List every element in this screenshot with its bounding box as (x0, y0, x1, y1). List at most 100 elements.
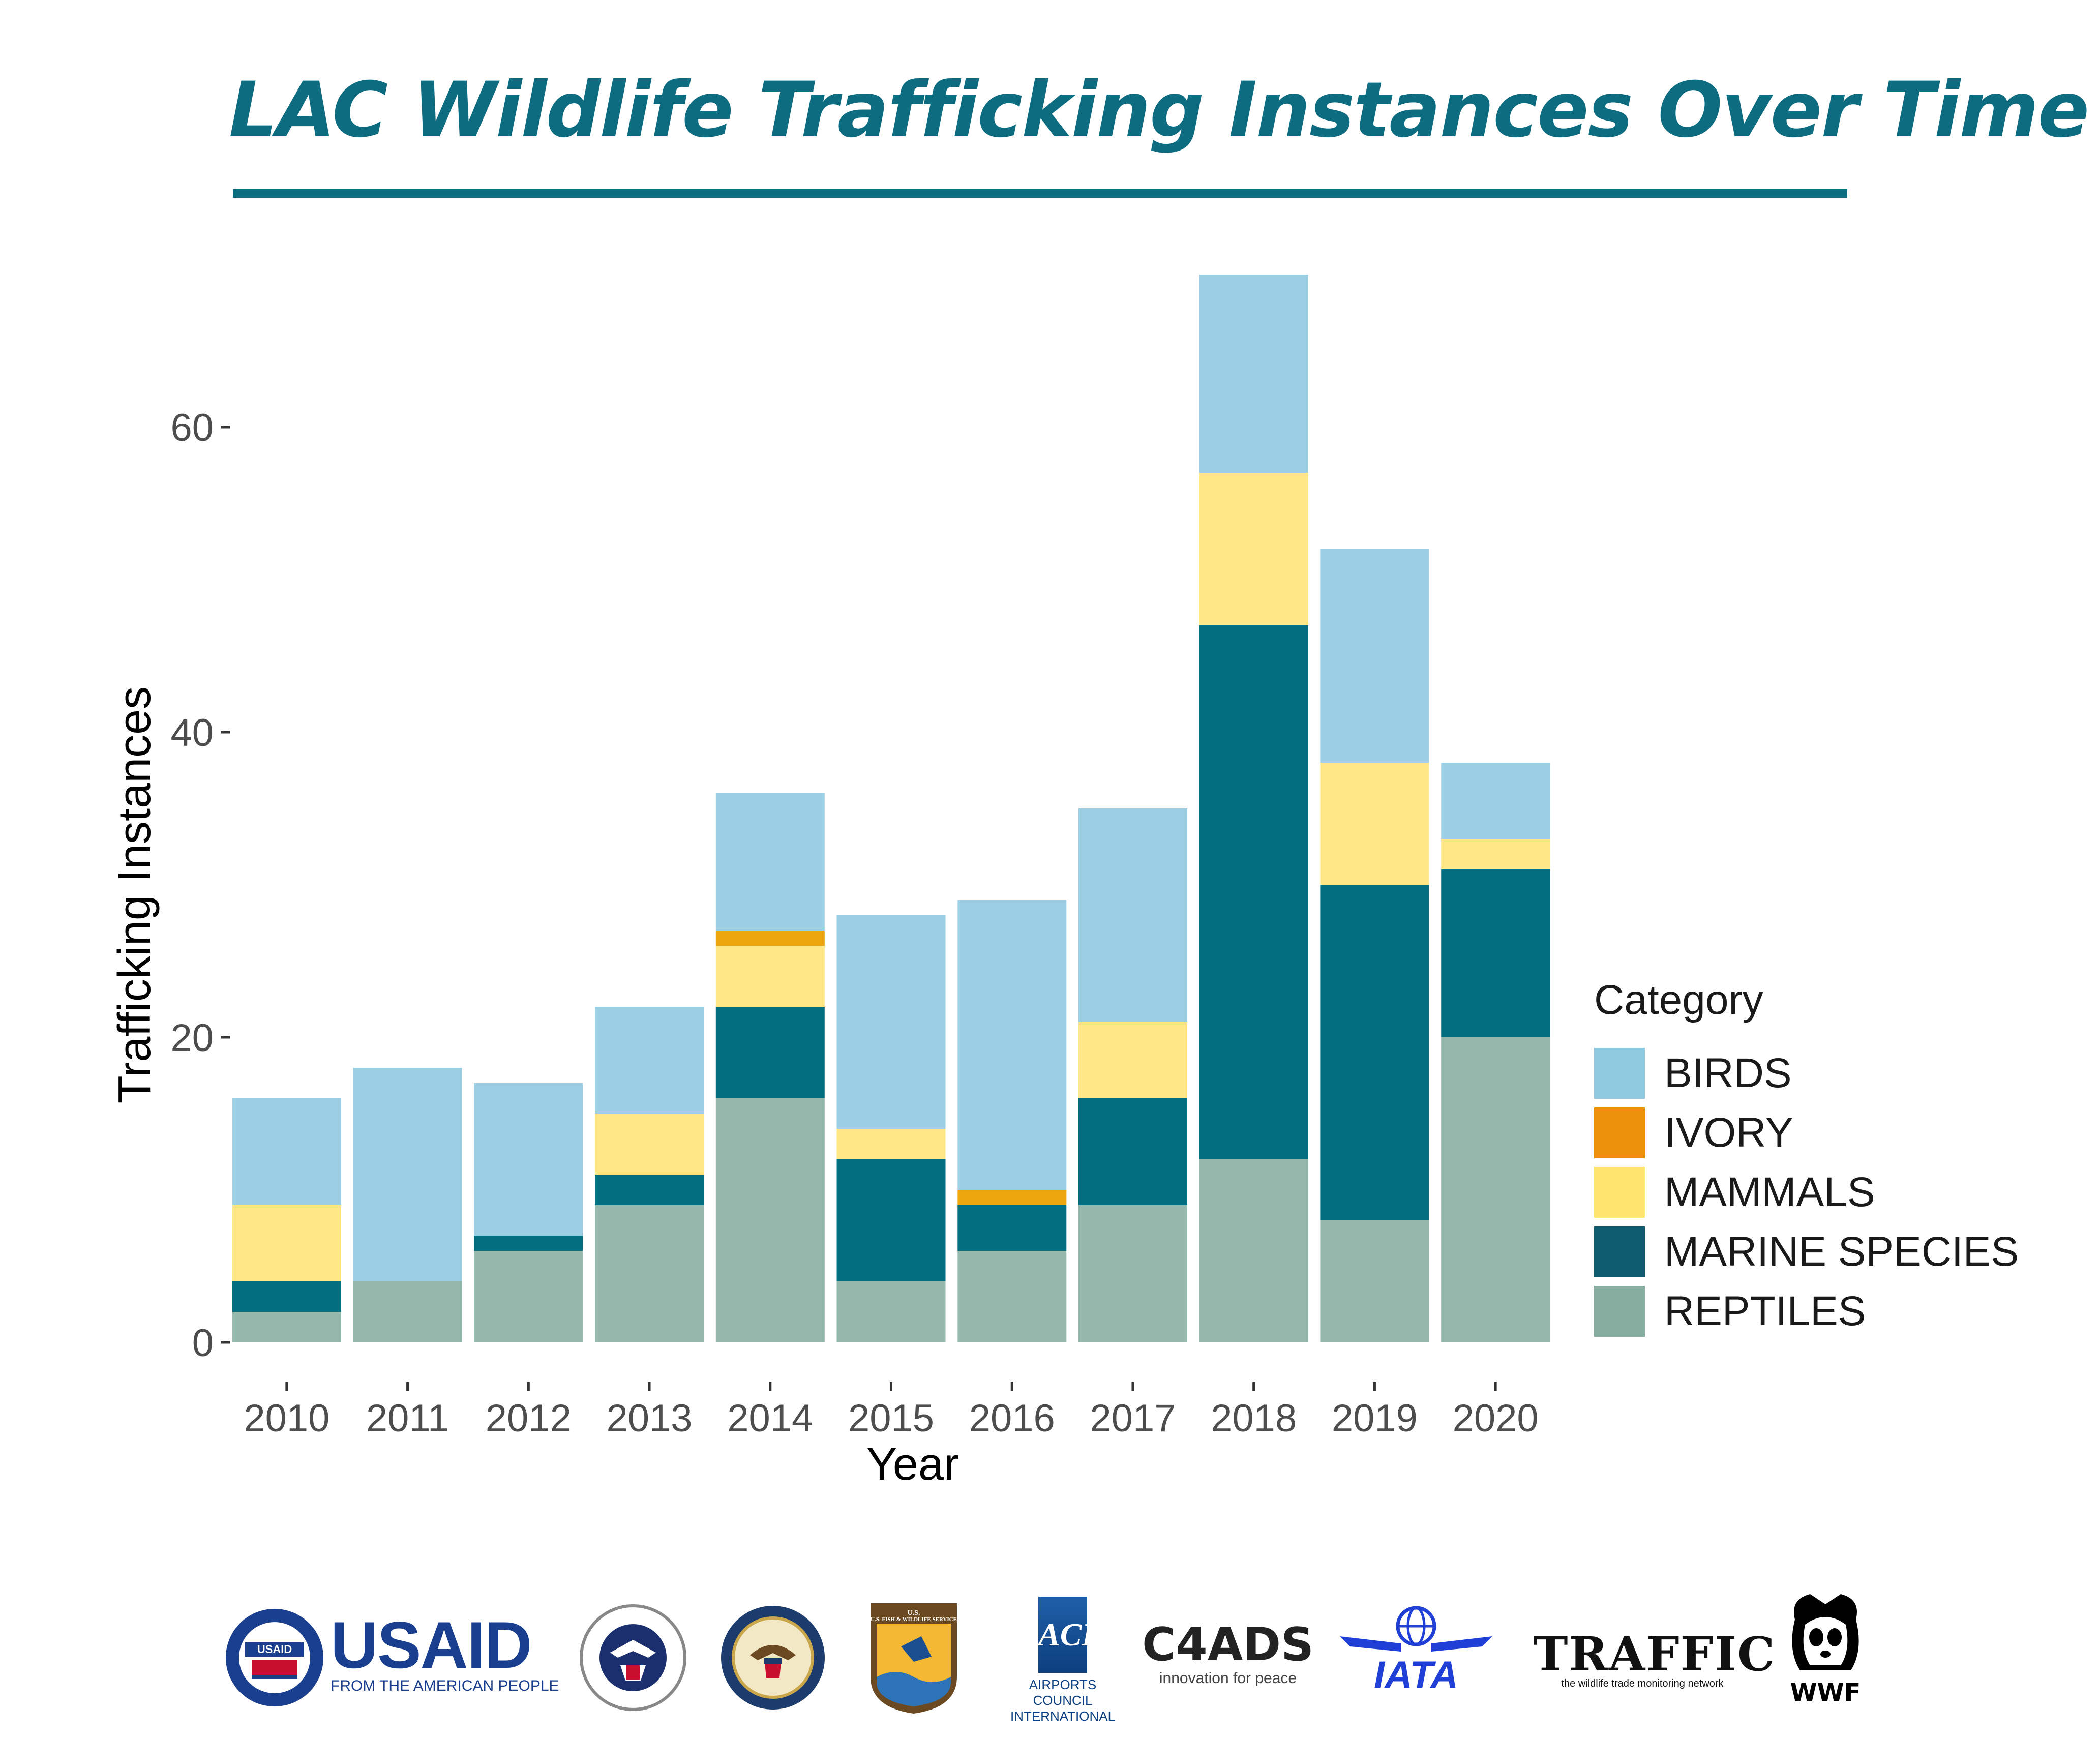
bar-segment-mammals-2013 (595, 1114, 704, 1175)
x-tick-label: 2010 (244, 1397, 329, 1440)
bar-segment-reptiles-2019 (1320, 1220, 1429, 1342)
bar-segment-birds-2011 (353, 1068, 462, 1281)
x-tick-label: 2015 (848, 1397, 934, 1440)
legend-swatch (1594, 1107, 1645, 1158)
bar-segment-birds-2014 (715, 793, 825, 931)
bar-segment-reptiles-2013 (595, 1205, 704, 1342)
iata-wordmark: IATA (1374, 1654, 1458, 1693)
bar-segment-marine-species-2014 (715, 1007, 825, 1098)
wwf-panda-logo: WWF (1790, 1594, 1861, 1707)
legend-swatch (1594, 1226, 1645, 1277)
title-underline (233, 189, 1847, 198)
bar-segment-reptiles-2010 (232, 1312, 341, 1342)
usaid-seal-logo: USAID (226, 1609, 323, 1706)
usaid-wordmark: USAID (331, 1608, 532, 1682)
c4ads-logo: C4ADS innovation for peace (1139, 1622, 1317, 1687)
legend-item-marine-species: MARINE SPECIES (1594, 1222, 2019, 1281)
legend-label: MARINE SPECIES (1664, 1228, 2019, 1275)
aci-logo: ACI AIRPORTS COUNCIL INTERNATIONAL (1004, 1597, 1121, 1724)
bar-segment-reptiles-2014 (715, 1098, 825, 1342)
bar-segment-birds-2018 (1199, 275, 1308, 473)
dhs-seal-logo (580, 1604, 686, 1711)
bar-segment-reptiles-2011 (353, 1281, 462, 1342)
x-tick-label: 2016 (969, 1397, 1055, 1440)
bar-segment-reptiles-2018 (1199, 1159, 1308, 1342)
bar-segment-mammals-2018 (1199, 473, 1308, 625)
legend-title: Category (1594, 977, 1763, 1023)
y-tick-label: 0 (192, 1322, 214, 1365)
c4ads-wordmark: C4ADS (1142, 1618, 1314, 1671)
bar-segment-birds-2020 (1441, 763, 1550, 839)
bar-segment-reptiles-2017 (1078, 1205, 1187, 1342)
bar-segment-reptiles-2012 (474, 1251, 583, 1342)
traffic-logo: TRAFFIC the wildlife trade monitoring ne… (1533, 1627, 1776, 1690)
usaid-seal-text: USAID (257, 1643, 292, 1656)
bar-segment-birds-2013 (595, 1007, 704, 1114)
x-tick-label: 2011 (366, 1397, 449, 1440)
legend-label: MAMMALS (1664, 1168, 1875, 1215)
x-tick-label: 2017 (1090, 1397, 1176, 1440)
traffic-wordmark: TRAFFIC (1533, 1627, 1776, 1682)
x-tick-label: 2013 (607, 1397, 693, 1440)
bar-segment-birds-2017 (1078, 808, 1187, 1022)
y-tick-label: 20 (170, 1016, 214, 1060)
x-axis: 2010 2011 2012 2013 2014 2015 2016 2017 2018 2019… (244, 1382, 1539, 1440)
chart-title: LAC Wildlife Trafficking Instances Over … (229, 66, 2089, 155)
y-tick-label: 40 (170, 711, 214, 755)
bar-segment-mammals-2015 (836, 1129, 946, 1159)
aci-text-2: INTERNATIONAL (1010, 1708, 1116, 1724)
aci-text-1: AIRPORTS COUNCIL (1029, 1677, 1097, 1708)
bar-segment-birds-2010 (232, 1098, 341, 1205)
x-tick-label: 2018 (1211, 1397, 1297, 1440)
bar-segment-marine-species-2017 (1078, 1098, 1187, 1205)
bar-segment-birds-2012 (474, 1083, 583, 1236)
fws-text: U.S. FISH & WILDLIFE SERVICE (871, 1616, 957, 1623)
bar-segment-ivory-2016 (957, 1190, 1067, 1205)
bars (232, 275, 1550, 1342)
iata-logo: IATA (1340, 1606, 1492, 1693)
c4ads-tagline: innovation for peace (1159, 1670, 1297, 1687)
state-department-seal-logo (721, 1606, 825, 1710)
x-tick-label: 2019 (1332, 1397, 1418, 1440)
wwf-wordmark: WWF (1790, 1678, 1861, 1707)
x-tick-label: 2012 (486, 1397, 572, 1440)
bar-segment-birds-2019 (1320, 549, 1429, 763)
legend-label: IVORY (1664, 1109, 1793, 1156)
bar-segment-mammals-2020 (1441, 839, 1550, 869)
stacked-bar-chart: 0 20 40 60 2010 2011 2012 2013 2014 2015 2016 2017… (109, 275, 1550, 1490)
usaid-logo: USAID FROM THE AMERICAN PEOPLE (331, 1608, 559, 1695)
bar-segment-birds-2015 (836, 915, 946, 1129)
bar-segment-mammals-2017 (1078, 1022, 1187, 1098)
bar-segment-marine-species-2015 (836, 1159, 946, 1281)
bar-segment-mammals-2019 (1320, 763, 1429, 885)
y-axis: 0 20 40 60 (170, 406, 230, 1365)
y-tick-label: 60 (170, 406, 214, 449)
x-tick-label: 2014 (727, 1397, 813, 1440)
svg-text:U.S.: U.S. (908, 1609, 920, 1617)
traffic-tagline: the wildlife trade monitoring network (1561, 1678, 1724, 1689)
legend-swatch (1594, 1285, 1645, 1337)
bar-segment-marine-species-2016 (957, 1205, 1067, 1251)
aci-mark: ACI (1038, 1597, 1094, 1673)
bar-segment-reptiles-2015 (836, 1281, 946, 1342)
x-tick-label: 2020 (1453, 1397, 1539, 1440)
bar-segment-ivory-2014 (715, 931, 825, 946)
legend-item-ivory: IVORY (1594, 1103, 2019, 1162)
y-axis-label: Trafficking Instances (109, 686, 160, 1103)
fish-wildlife-service-logo: U.S. U.S. FISH & WILDLIFE SERVICE (871, 1603, 957, 1714)
bar-segment-marine-species-2010 (232, 1281, 341, 1312)
legend-swatch (1594, 1166, 1645, 1218)
partner-logos: USAID USAID FROM THE AMERICAN PEOPLE U.S… (224, 1586, 1871, 1739)
bar-segment-marine-species-2018 (1199, 625, 1308, 1159)
legend-label: REPTILES (1664, 1287, 1866, 1334)
bar-segment-birds-2016 (957, 900, 1067, 1190)
bar-segment-mammals-2014 (715, 946, 825, 1007)
legend-item-reptiles: REPTILES (1594, 1281, 2019, 1341)
usaid-tagline: FROM THE AMERICAN PEOPLE (331, 1677, 559, 1694)
legend-item-birds: BIRDS (1594, 1043, 2019, 1103)
bar-segment-marine-species-2012 (474, 1236, 583, 1251)
legend-label: BIRDS (1664, 1050, 1792, 1096)
bar-segment-reptiles-2020 (1441, 1037, 1550, 1342)
legend-items: BIRDS IVORY MAMMALS MARINE SPECIES REPTILES (1594, 1043, 2019, 1341)
legend-swatch (1594, 1047, 1645, 1099)
